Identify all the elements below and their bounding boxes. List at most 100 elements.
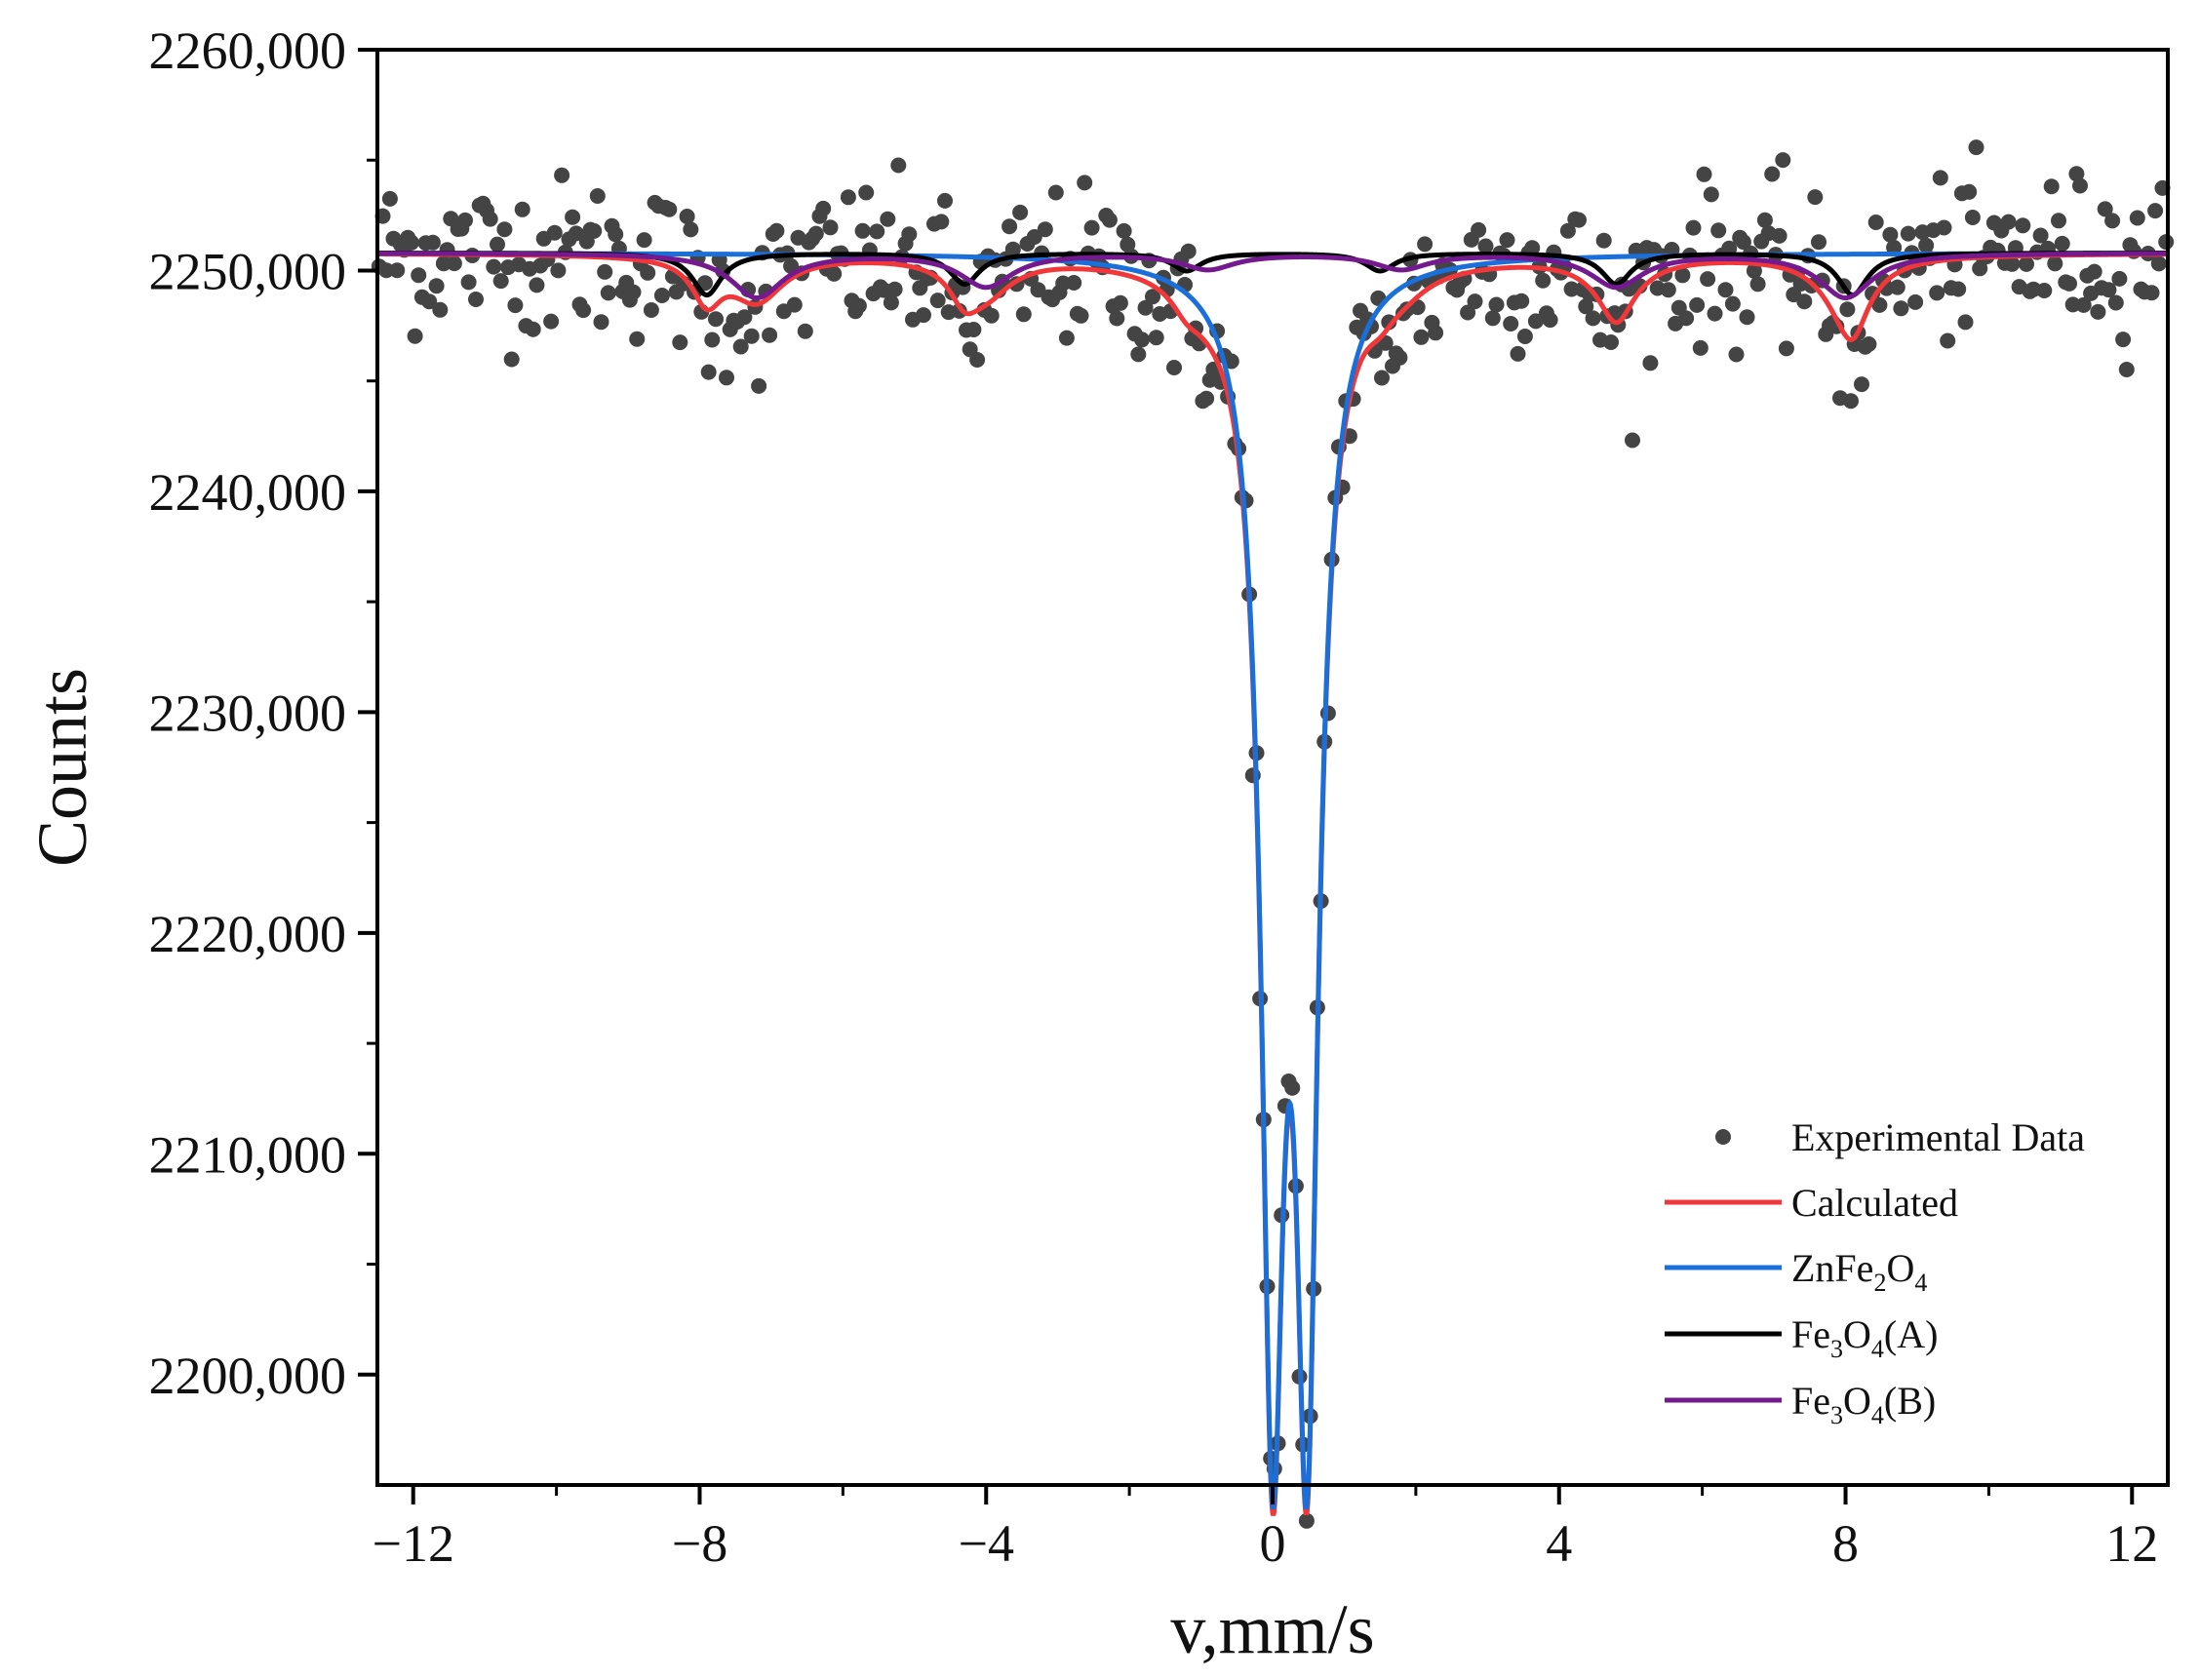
experimental-point [2101, 282, 2117, 298]
experimental-point [643, 302, 659, 318]
x-tick-label: 8 [1832, 1514, 1859, 1573]
experimental-point [1148, 330, 1164, 346]
experimental-point [2068, 166, 2085, 182]
experimental-point [1861, 336, 1877, 352]
experimental-point [1180, 243, 1197, 259]
y-tick-label: 2240,000 [149, 463, 347, 522]
experimental-point [1284, 1079, 1301, 1096]
experimental-point [1527, 313, 1544, 330]
experimental-point [629, 331, 646, 347]
experimental-point [565, 209, 581, 225]
experimental-point [1739, 309, 1755, 326]
experimental-point [672, 334, 688, 351]
experimental-point [1854, 376, 1869, 393]
experimental-point [1516, 329, 1533, 344]
experimental-point [1796, 293, 1813, 310]
experimental-point [1513, 293, 1530, 309]
experimental-point [407, 328, 423, 344]
legend: Experimental Data Calculated ZnFe2O4 Fe3… [1665, 1115, 2085, 1429]
legend-marker-experimental [1715, 1129, 1731, 1145]
experimental-point [2054, 235, 2070, 252]
experimental-point [432, 301, 449, 318]
experimental-point [751, 377, 767, 394]
experimental-point [2075, 296, 2092, 313]
experimental-point [1499, 232, 1515, 249]
experimental-point [786, 296, 803, 313]
experimental-point [1961, 183, 1978, 200]
experimental-point [1932, 170, 1948, 186]
experimental-point [937, 192, 953, 209]
x-tick-label: −4 [959, 1514, 1014, 1573]
experimental-point [1381, 314, 1397, 331]
experimental-point [1692, 339, 1709, 356]
legend-label-fe3o4-a: Fe3O4(A) [1791, 1312, 1938, 1363]
experimental-point [1749, 276, 1766, 293]
experimental-point [1660, 282, 1676, 298]
experimental-point [1625, 432, 1640, 449]
experimental-point [983, 307, 1000, 324]
experimental-point [597, 263, 613, 280]
experimental-point [490, 236, 505, 253]
y-tick-label: 2250,000 [149, 242, 347, 300]
experimental-point [1066, 275, 1082, 291]
experimental-point [1488, 296, 1505, 313]
experimental-point [743, 328, 760, 344]
experimental-point [697, 275, 713, 292]
experimental-point [1929, 285, 1945, 301]
experimental-point [2019, 255, 2034, 272]
x-tick-label: 4 [1546, 1514, 1572, 1573]
experimental-point [850, 297, 867, 314]
experimental-point [826, 265, 843, 282]
experimental-point [428, 278, 445, 294]
experimental-point [389, 262, 406, 279]
experimental-point [762, 327, 778, 343]
experimental-point [815, 200, 832, 216]
experimental-point [679, 209, 695, 224]
experimental-point [640, 264, 656, 281]
experimental-point [543, 313, 560, 330]
experimental-point [1674, 267, 1691, 284]
experimental-point [1764, 166, 1781, 182]
series-line-fe3o4-b [377, 251, 2169, 301]
experimental-point [1166, 360, 1182, 375]
experimental-point [1116, 222, 1132, 239]
experimental-point [822, 219, 839, 236]
y-tick-label: 2220,000 [149, 905, 347, 963]
experimental-point [1077, 175, 1093, 191]
experimental-point [554, 167, 570, 183]
experimental-point [2062, 275, 2077, 292]
experimental-point [1778, 340, 1794, 357]
experimental-point [1145, 289, 1160, 305]
experimental-point [1700, 271, 1716, 288]
experimental-point [2143, 285, 2160, 301]
experimental-point [421, 293, 438, 310]
x-tick-label: −8 [672, 1514, 727, 1573]
experimental-point [858, 184, 875, 201]
experimental-point [1015, 306, 1032, 323]
experimental-point [1503, 316, 1519, 332]
legend-label-znfe2o4: ZnFe2O4 [1791, 1246, 1927, 1297]
experimental-point [1298, 1512, 1315, 1529]
experimental-point [492, 273, 509, 290]
experimental-point [1413, 329, 1430, 345]
experimental-point [411, 267, 427, 284]
experimental-point [732, 338, 749, 355]
experimental-point [1724, 295, 1741, 312]
experimental-point [2000, 214, 2017, 230]
experimental-point [529, 277, 545, 293]
experimental-point [1134, 332, 1150, 348]
experimental-point [1130, 346, 1147, 363]
experimental-point [1893, 300, 1909, 317]
x-tick-label: 0 [1260, 1514, 1286, 1573]
experimental-point [378, 262, 395, 279]
experimental-point [2004, 255, 2021, 272]
series-line-znfe2o4 [377, 251, 2168, 1510]
experimental-point [1918, 237, 1935, 254]
experimental-point [807, 225, 824, 242]
experimental-point [1843, 393, 1859, 410]
experimental-point [1109, 310, 1125, 327]
legend-label-fe3o4-b: Fe3O4(B) [1791, 1379, 1936, 1429]
experimental-point [460, 274, 477, 291]
experimental-point [933, 214, 950, 230]
